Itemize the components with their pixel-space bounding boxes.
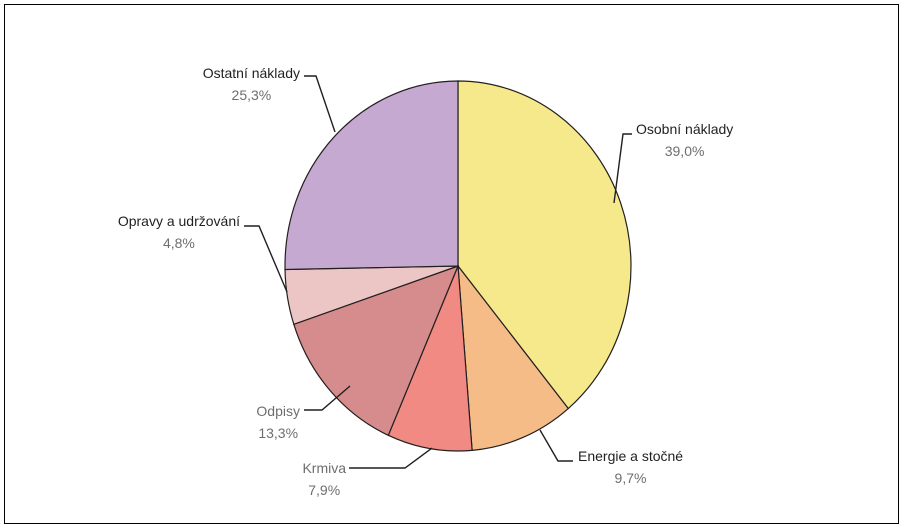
slice-name-label-4: Odpisy: [256, 403, 300, 419]
slice-value-label-6: 25,3%: [232, 87, 272, 103]
pie-slice-1: [457, 80, 632, 410]
leader-line-5: [244, 225, 288, 293]
leader-line-3: [349, 447, 433, 469]
pie-slice-4: [293, 264, 460, 437]
leader-line-4: [304, 385, 351, 411]
slice-name-label-2: Energie a stočné: [578, 448, 683, 464]
slice-value-label-4: 13,3%: [258, 425, 298, 441]
leader-line-2: [539, 429, 573, 462]
leader-line-6: [304, 75, 336, 133]
slice-value-label-5: 4,8%: [163, 235, 195, 251]
slice-name-label-5: Opravy a udržování: [118, 213, 240, 229]
leader-line-1: [613, 133, 632, 204]
slice-name-label-1: Osobní náklady: [636, 121, 733, 137]
slice-name-label-3: Krmiva: [302, 460, 346, 476]
pie-slice-2: [457, 264, 570, 452]
pie-slice-3: [387, 265, 473, 452]
pie-slice-6: [284, 80, 459, 271]
slice-value-label-2: 9,7%: [615, 470, 647, 486]
slice-value-label-1: 39,0%: [665, 143, 705, 159]
slice-name-label-6: Ostatní náklady: [203, 65, 300, 81]
slice-value-label-3: 7,9%: [308, 482, 340, 498]
